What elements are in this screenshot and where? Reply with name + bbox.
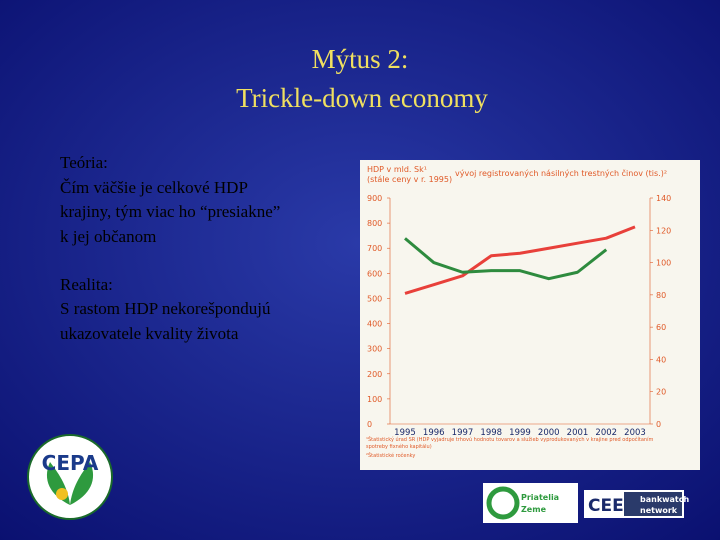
x-tick-label: 1996 [423, 428, 445, 438]
y2-tick-label: 140 [656, 194, 671, 203]
x-tick-label: 1999 [509, 428, 531, 438]
title: Trickle-down economy [236, 83, 488, 113]
text-line: Čím väčšie je celkové HDP [60, 178, 248, 197]
y-title: HDP v mld. Sk¹ [367, 165, 427, 174]
logo-text: CEPA [42, 451, 99, 475]
footnote: ²Štatistické ročenky [366, 452, 415, 459]
heading: Teória: [60, 153, 108, 172]
y2-tick-label: 60 [656, 323, 666, 332]
y2-tick-label: 0 [656, 420, 661, 429]
y-tick-label: 900 [367, 194, 382, 203]
friends-logo: Priatelia Zeme [483, 483, 578, 523]
x-tick-label: 2000 [538, 428, 560, 438]
x-tick-label: 2002 [595, 428, 617, 438]
y2-tick-label: 80 [656, 291, 666, 300]
series-line [404, 225, 636, 295]
bankwatch-logo: CEE bankwatch network [584, 490, 689, 518]
y-tick-label: 0 [367, 420, 372, 429]
y2-tick-label: 20 [656, 388, 666, 397]
text-line: k jej občanom [60, 227, 156, 246]
y-tick-label: 400 [367, 320, 382, 329]
y-tick-label: 800 [367, 219, 382, 228]
logo-text: CEE [588, 496, 624, 516]
heading: Realita: [60, 275, 113, 294]
x-tick-label: 2001 [567, 428, 589, 438]
logo-text: bankwatch [640, 495, 689, 504]
y-tick-label: 300 [367, 345, 382, 354]
y-title: (stále ceny v r. 1995) [367, 175, 452, 184]
y-tick-label: 100 [367, 395, 382, 404]
text-line: krajiny, tým viac ho “presiakne” [60, 202, 280, 221]
y-tick-label: 600 [367, 269, 382, 278]
plot: 0 100 200 300 400 500 600 700 800 900 0 20 40 60 80 100… [367, 194, 671, 438]
footnote: ¹Štatistický úrad SR (HDP vyjadruje trho… [366, 436, 653, 443]
x-tick-label: 2003 [624, 428, 646, 438]
y2-title: vývoj registrovaných násilných trestných… [455, 168, 667, 178]
logo-text: network [640, 506, 678, 515]
chart-panel [360, 160, 700, 470]
y-tick-label: 200 [367, 370, 382, 379]
text-line: S rastom HDP nekorešpondujú [60, 299, 271, 318]
text-line: ukazovatele kvality života [60, 324, 239, 343]
title: Mýtus 2: [312, 44, 409, 74]
x-tick-label: 1997 [452, 428, 474, 438]
footnote: spotreby fixného kapitálu) [366, 443, 432, 450]
x-tick-label: 1998 [480, 428, 502, 438]
y2-tick-label: 120 [656, 226, 671, 235]
y2-tick-label: 40 [656, 355, 666, 364]
logo-text: Zeme [521, 505, 547, 514]
y-tick-label: 700 [367, 244, 382, 253]
x-tick-label: 1995 [394, 428, 416, 438]
logo-text: Priatelia [521, 493, 559, 502]
series-line [404, 237, 608, 281]
y2-tick-label: 100 [656, 259, 671, 268]
y-tick-label: 500 [367, 294, 382, 303]
cepa-logo: CEPA [27, 434, 113, 520]
